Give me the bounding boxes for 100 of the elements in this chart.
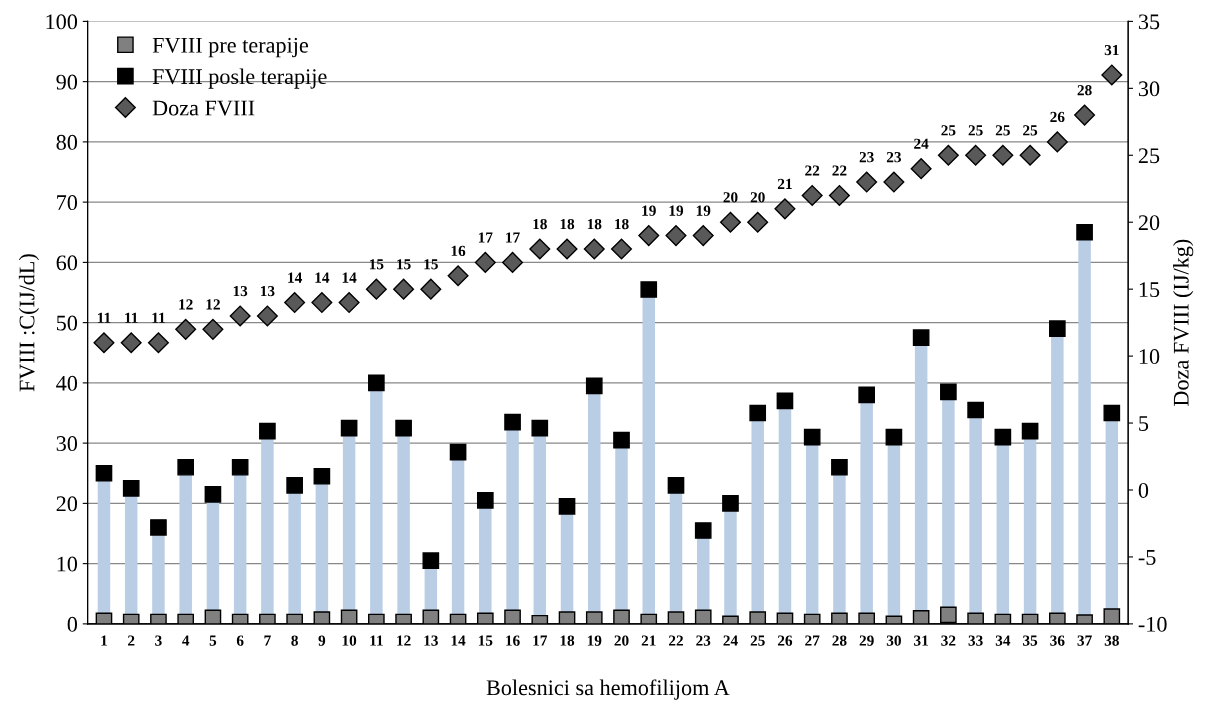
data-label: 25 (941, 125, 956, 136)
data-label: 20 (723, 192, 738, 203)
x-tick-label: 31 (914, 635, 928, 646)
x-tick-label: 26 (777, 635, 793, 646)
point (368, 374, 385, 392)
point (831, 458, 848, 476)
point (474, 251, 496, 273)
point (204, 486, 222, 503)
data-label: 17 (478, 232, 493, 243)
y2-tick-label: 0 (1138, 482, 1149, 498)
point (719, 211, 741, 233)
x-tick-label: 18 (560, 635, 575, 646)
data-label: 25 (1023, 125, 1038, 136)
point (967, 401, 984, 419)
point (476, 492, 494, 509)
x-tick-label: 32 (941, 635, 956, 646)
point (229, 305, 251, 327)
x-axis-title: Bolesnici sa hemofilijom A (486, 679, 730, 700)
data-label: 14 (315, 272, 330, 283)
data-label: 15 (397, 259, 411, 270)
point (177, 458, 195, 476)
data-label: 22 (832, 165, 847, 176)
y-tick-label: 40 (56, 375, 78, 391)
x-tick-label: 23 (696, 635, 711, 646)
point (858, 386, 875, 404)
x-tick-label: 22 (668, 635, 683, 646)
x-tick-label: 30 (886, 635, 901, 646)
point (828, 184, 850, 206)
point (776, 392, 794, 410)
x-tick-label: 34 (995, 635, 1011, 646)
point (231, 458, 249, 476)
point (531, 419, 549, 437)
data-label: 14 (342, 272, 357, 283)
data-label: 18 (533, 218, 547, 230)
y2-tick-label: 10 (1139, 349, 1160, 365)
x-tick-label: 8 (291, 635, 298, 646)
x-tick-label: 5 (209, 635, 217, 646)
x-tick-label: 2 (128, 635, 135, 646)
y2-tick-label: 30 (1138, 81, 1160, 97)
y2-tick-label: 25 (1138, 148, 1160, 164)
legend-label: Doza FVIII (152, 100, 255, 116)
point (286, 476, 303, 494)
data-label: 11 (152, 312, 165, 323)
point (992, 144, 1014, 166)
x-tick-label: 3 (155, 635, 162, 646)
point (803, 428, 821, 446)
data-label: 18 (615, 218, 629, 230)
point (175, 318, 197, 340)
point (449, 443, 467, 461)
point (994, 428, 1012, 446)
point (256, 305, 278, 327)
point (340, 419, 358, 437)
point (667, 476, 685, 494)
point (747, 211, 769, 233)
data-label: 12 (206, 299, 220, 310)
data-label: 15 (369, 259, 384, 270)
y2-axis-title: Doza FVIII (IJ/kg) (1173, 239, 1194, 406)
x-tick-label: 9 (318, 635, 326, 646)
data-label: 18 (560, 218, 575, 230)
point (883, 171, 905, 193)
x-tick-label: 25 (750, 635, 765, 646)
point (585, 377, 603, 395)
point (613, 431, 630, 449)
data-label: 26 (1050, 111, 1065, 123)
x-tick-label: 33 (968, 635, 983, 646)
point (694, 609, 712, 624)
point (93, 332, 115, 354)
y2-tick-label: 15 (1139, 282, 1160, 298)
point (556, 238, 578, 260)
x-tick-label: 27 (805, 635, 820, 646)
x-tick-label: 1 (101, 635, 107, 646)
y-tick-label: 90 (56, 74, 78, 90)
data-label: 13 (233, 285, 248, 297)
y2-tick-label: 5 (1139, 416, 1149, 431)
y-tick-label: 70 (57, 195, 78, 211)
data-label: 13 (260, 285, 275, 297)
point (529, 238, 551, 260)
x-tick-label: 11 (370, 635, 383, 646)
data-label: 18 (587, 218, 602, 230)
x-tick-label: 16 (506, 635, 520, 646)
point (613, 609, 630, 624)
point (558, 498, 576, 515)
data-label: 25 (995, 125, 1010, 136)
data-label: 21 (777, 178, 792, 189)
x-tick-label: 28 (832, 635, 847, 646)
point (1046, 131, 1068, 153)
data-label: 19 (669, 205, 684, 216)
x-tick-label: 17 (533, 635, 548, 646)
point (259, 422, 276, 440)
y2-tick-label: -10 (1138, 616, 1167, 632)
point (284, 292, 306, 314)
point (1021, 422, 1039, 440)
point (393, 278, 415, 300)
point (937, 144, 959, 166)
point (692, 225, 714, 247)
legend-label: FVIII pre terapije (152, 37, 309, 58)
point (502, 251, 524, 273)
x-tick-label: 21 (641, 635, 656, 646)
data-label: 11 (125, 312, 138, 323)
point (395, 419, 412, 437)
